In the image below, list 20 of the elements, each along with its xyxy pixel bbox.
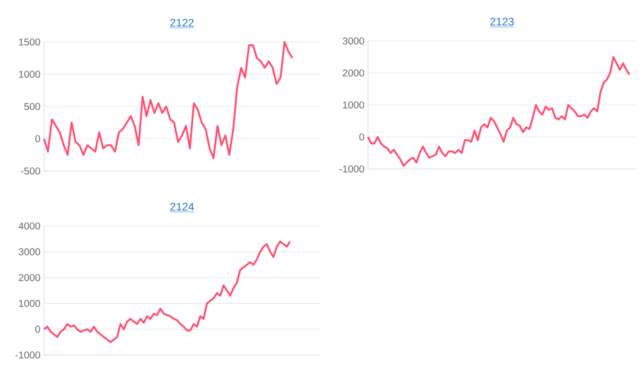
y-tick-label: 1000 bbox=[19, 300, 40, 307]
y-tick-label: 0 bbox=[35, 135, 40, 142]
y-tick-label: 0 bbox=[359, 133, 364, 141]
y-tick-label: 1000 bbox=[343, 101, 364, 109]
y-tick-label: 2000 bbox=[18, 274, 40, 282]
y-tick-label: 1000 bbox=[19, 70, 40, 78]
y-tick-label: 4000 bbox=[18, 222, 40, 230]
line-series bbox=[367, 56, 630, 167]
chart-title: 2123 bbox=[490, 18, 514, 26]
y-tick-label: 2000 bbox=[342, 69, 364, 77]
y-tick-label: -500 bbox=[20, 167, 40, 175]
y-tick-label: -1000 bbox=[15, 351, 40, 359]
chart-title: 2122 bbox=[170, 18, 194, 27]
y-tick-label: 1500 bbox=[19, 38, 40, 46]
y-tick-label: 500 bbox=[24, 102, 40, 110]
y-tick-label: 3000 bbox=[342, 37, 364, 45]
y-tick-label: 0 bbox=[35, 326, 40, 333]
chart-title: 2124 bbox=[170, 202, 194, 211]
y-tick-label: 3000 bbox=[18, 248, 40, 256]
y-tick-label: -1000 bbox=[339, 165, 364, 173]
